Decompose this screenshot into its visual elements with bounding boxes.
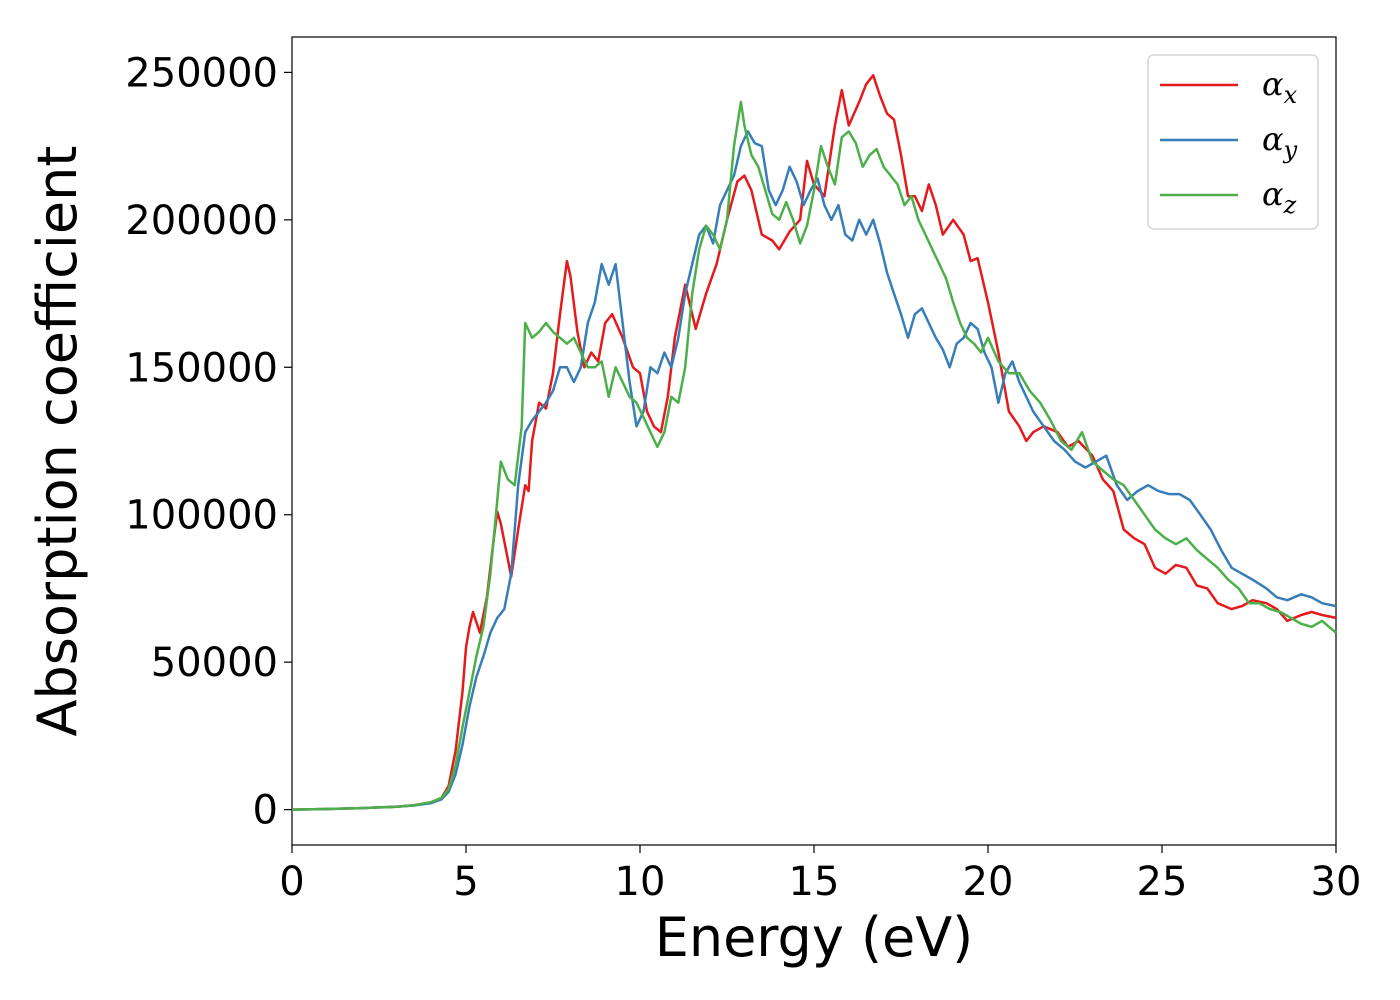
legend-label-main: α xyxy=(1262,65,1284,103)
x-tick-label: 5 xyxy=(453,859,478,905)
y-tick-label: 250000 xyxy=(125,50,278,96)
series-line-y xyxy=(291,130,1337,811)
y-tick-label: 50000 xyxy=(151,640,278,686)
y-tick-label: 200000 xyxy=(125,198,278,244)
series-layer xyxy=(291,74,1337,811)
legend-label-x: αx xyxy=(1262,65,1298,109)
x-tick-label: 20 xyxy=(963,859,1014,905)
legend-label-main: α xyxy=(1262,175,1284,213)
legend-label-sub: z xyxy=(1283,191,1297,219)
x-tick-label: 0 xyxy=(279,859,304,905)
y-tick-label: 150000 xyxy=(125,345,278,391)
x-tick-label: 15 xyxy=(789,859,840,905)
x-tick-label: 10 xyxy=(615,859,666,905)
x-tick-label: 25 xyxy=(1137,859,1188,905)
y-axis: 0 50000 100000 150000 200000 250000 xyxy=(125,50,292,834)
legend-label-sub: x xyxy=(1284,81,1298,109)
legend-label-y: αy xyxy=(1262,120,1298,164)
legend-label-sub: y xyxy=(1283,136,1298,164)
series-line-z xyxy=(291,100,1337,811)
x-tick-label: 30 xyxy=(1311,859,1362,905)
legend-label-z: αz xyxy=(1262,175,1297,219)
y-axis-label: Absorption coefficient xyxy=(26,146,89,737)
x-axis-label: Energy (eV) xyxy=(655,906,974,969)
legend-box xyxy=(1147,54,1319,230)
y-tick-label: 0 xyxy=(253,788,278,834)
series-line-x xyxy=(291,74,1337,811)
x-axis: 0 5 10 15 20 25 30 xyxy=(279,845,1361,905)
legend-label-main: α xyxy=(1262,120,1284,158)
y-tick-label: 100000 xyxy=(125,493,278,539)
